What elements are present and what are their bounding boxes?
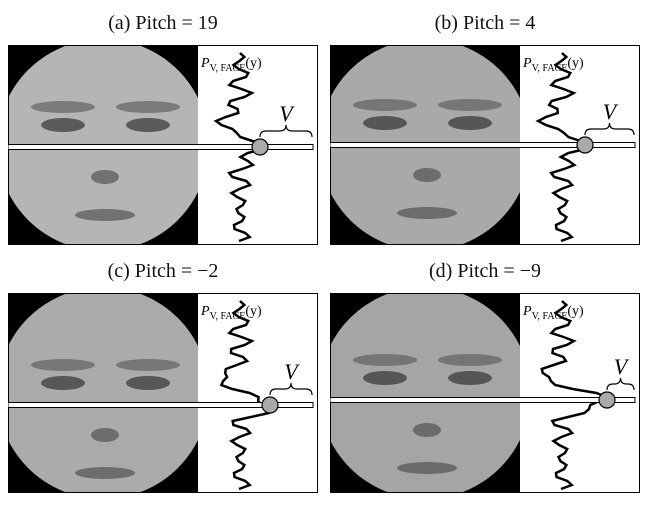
panel: V PV, FACE(y) <box>8 45 318 245</box>
profile-label: PV, FACE(y) <box>522 304 584 322</box>
panel-caption: (c) Pitch = −2 <box>8 260 318 283</box>
eye <box>448 371 492 385</box>
label-symbol: P <box>200 56 210 71</box>
panel: V PV, FACE(y) <box>330 45 640 245</box>
eye <box>126 118 170 132</box>
eye <box>126 376 170 390</box>
label-argument: (y) <box>567 56 584 71</box>
mouth <box>397 462 457 474</box>
brace-label: V <box>614 354 630 379</box>
label-subscript: V, FACE <box>210 311 246 322</box>
mouth <box>75 467 135 479</box>
nose <box>91 170 119 184</box>
brace-label: V <box>603 99 619 124</box>
panel-caption: (d) Pitch = −9 <box>330 260 640 283</box>
marker <box>577 137 593 153</box>
eye <box>363 116 407 130</box>
mouth <box>397 207 457 219</box>
face-image <box>8 293 209 493</box>
brow <box>116 101 180 113</box>
eye <box>41 376 85 390</box>
face <box>8 293 209 493</box>
brow <box>116 359 180 371</box>
eye <box>41 118 85 132</box>
label-subscript: V, FACE <box>532 311 568 322</box>
brace-label: V <box>284 359 300 384</box>
panel-caption: (b) Pitch = 4 <box>330 12 640 35</box>
label-argument: (y) <box>245 304 262 319</box>
label-symbol: P <box>200 304 210 319</box>
brow <box>353 354 417 366</box>
profile-label: PV, FACE(y) <box>200 56 262 74</box>
profile-curve <box>542 301 607 489</box>
profile-curve <box>221 301 270 489</box>
marker <box>599 392 615 408</box>
face-image <box>330 293 531 493</box>
panel: V PV, FACE(y) <box>8 293 318 493</box>
mouth <box>75 209 135 221</box>
brace <box>270 383 312 395</box>
label-argument: (y) <box>245 56 262 71</box>
label-symbol: P <box>522 304 532 319</box>
figure: (a) Pitch = 19VPV, FACE(y)(b) Pitch = 4V… <box>0 0 645 513</box>
brow <box>31 101 95 113</box>
nose <box>413 168 441 182</box>
brace <box>260 125 312 137</box>
label-argument: (y) <box>567 304 584 319</box>
label-subscript: V, FACE <box>532 63 568 74</box>
brow <box>438 354 502 366</box>
profile-label: PV, FACE(y) <box>200 304 262 322</box>
nose <box>91 428 119 442</box>
brow <box>31 359 95 371</box>
nose <box>413 423 441 437</box>
eye <box>363 371 407 385</box>
scan-line <box>330 398 635 403</box>
brow <box>353 99 417 111</box>
brace <box>585 123 634 135</box>
profile-label: PV, FACE(y) <box>522 56 584 74</box>
marker <box>252 139 268 155</box>
marker <box>262 397 278 413</box>
label-subscript: V, FACE <box>210 63 246 74</box>
eye <box>448 116 492 130</box>
panel-caption: (a) Pitch = 19 <box>8 12 318 35</box>
brow <box>438 99 502 111</box>
label-symbol: P <box>522 56 532 71</box>
panel: V PV, FACE(y) <box>330 293 640 493</box>
brace-label: V <box>279 101 295 126</box>
brace <box>607 378 634 390</box>
